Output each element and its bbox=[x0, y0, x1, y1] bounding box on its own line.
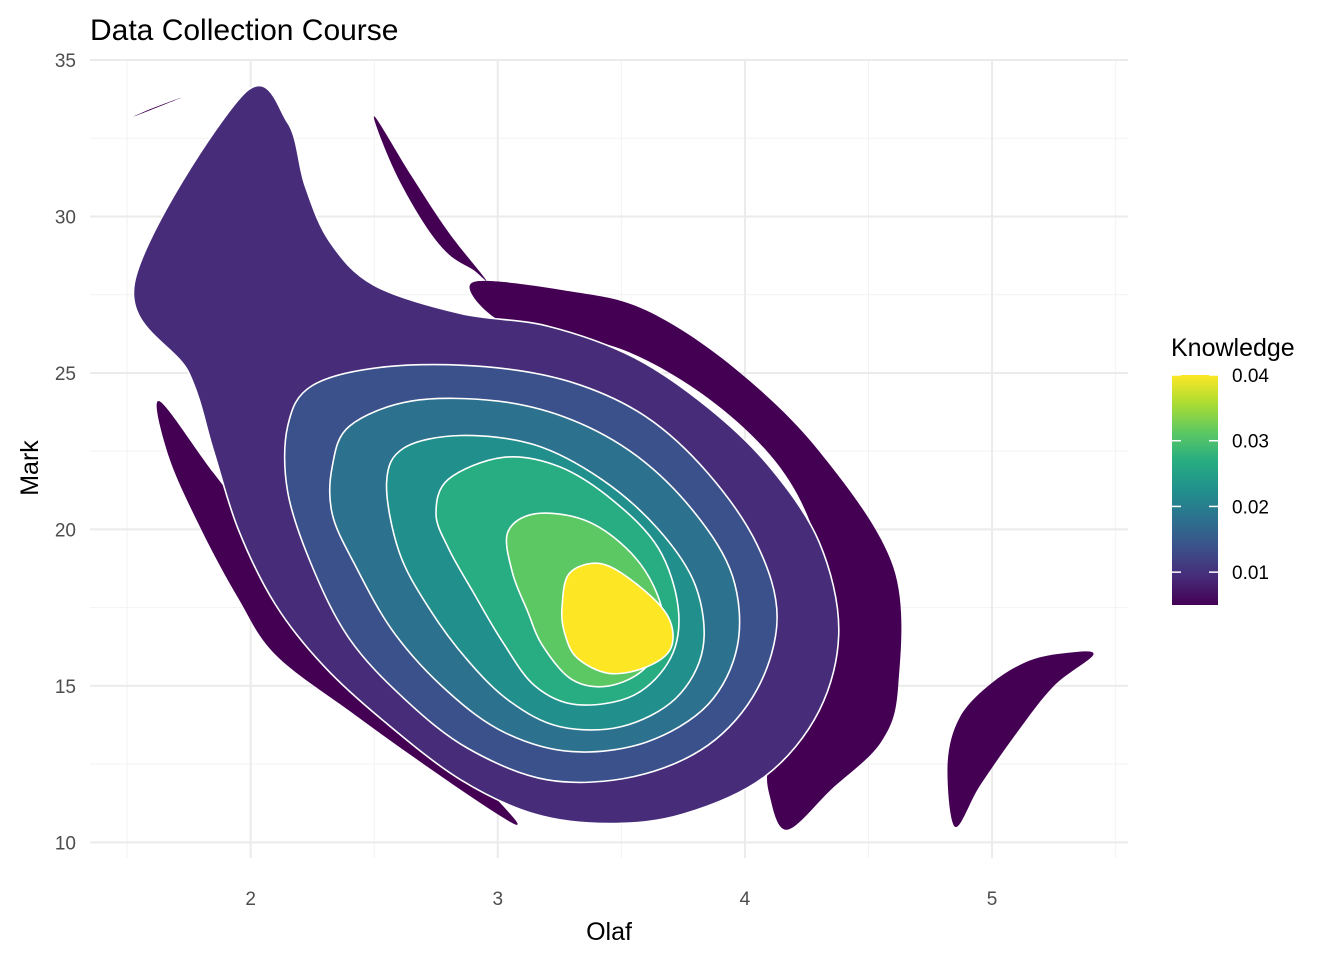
legend-tick-label: 0.01 bbox=[1232, 563, 1269, 584]
y-tick-label: 15 bbox=[55, 677, 76, 698]
contour-band-1-1 bbox=[133, 97, 182, 117]
y-tick-label: 35 bbox=[55, 51, 76, 72]
x-tick-label: 3 bbox=[492, 889, 503, 910]
y-axis-label: Mark bbox=[16, 440, 44, 496]
x-tick-label: 5 bbox=[987, 889, 998, 910]
contour-band-8-1 bbox=[560, 562, 674, 675]
y-tick-label: 25 bbox=[55, 364, 76, 385]
contour-band-1-2 bbox=[373, 116, 487, 281]
legend-title: Knowledge bbox=[1171, 334, 1295, 362]
legend-tick-label: 0.03 bbox=[1232, 432, 1269, 453]
chart-title: Data Collection Course bbox=[90, 14, 398, 47]
contour-band-1-5 bbox=[947, 651, 1094, 828]
y-tick-label: 30 bbox=[55, 207, 76, 228]
legend-colorbar bbox=[1172, 375, 1218, 605]
legend: Knowledge 0.01 0.02 0.03 0.04 bbox=[1171, 334, 1295, 605]
y-tick-label: 20 bbox=[55, 520, 76, 541]
x-axis-label: Olaf bbox=[586, 918, 632, 946]
x-tick-label: 2 bbox=[245, 889, 256, 910]
contour-fills bbox=[132, 84, 1094, 830]
legend-tick-label: 0.04 bbox=[1232, 366, 1269, 387]
x-tick-label: 4 bbox=[740, 889, 751, 910]
y-tick-label: 10 bbox=[55, 833, 76, 854]
axis-ticks: 2 3 4 5 10 15 20 25 30 35 bbox=[55, 51, 998, 910]
legend-tick-label: 0.02 bbox=[1232, 497, 1269, 518]
